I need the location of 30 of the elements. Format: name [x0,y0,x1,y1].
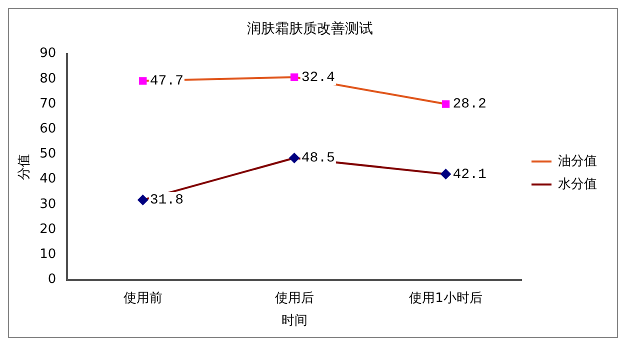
point [138,194,148,205]
y-tick-label: 50 [40,146,56,162]
annotation: 32.4 [301,70,335,86]
y-tick-label: 40 [40,172,56,187]
chart-title: 润肤霜肤质改善测试 [247,20,373,38]
legend-label: 水分值 [558,176,597,192]
y-tick-label: 20 [40,222,56,237]
y-tick-label: 60 [40,122,56,137]
data-label: 31.8 [150,192,184,209]
legend-label: 油分值 [558,154,597,169]
annotation: 28.2 [452,96,486,113]
y-tick-label: 80 [40,71,56,86]
y-tick-label: 30 [40,196,56,212]
point [139,77,147,85]
data-label: 48.5 [301,150,335,167]
annotation: 47.7 [150,74,184,90]
x-tick-label: 使用前 [123,290,162,306]
point [440,169,451,180]
point [289,153,300,164]
point [442,100,450,108]
point [290,73,298,81]
y-tick-label: 90 [40,46,56,62]
x-axis-title: 时间 [281,314,308,329]
x-tick-label: 使用后 [274,290,314,306]
x-tick-label: 使用1小时后 [409,290,482,306]
y-axis-title: 分值 [17,154,32,180]
data-label: 42.1 [452,166,486,183]
y-tick-label: 70 [40,96,56,112]
y-tick-label: 10 [40,247,56,262]
y-tick-label: 0 [48,272,56,288]
